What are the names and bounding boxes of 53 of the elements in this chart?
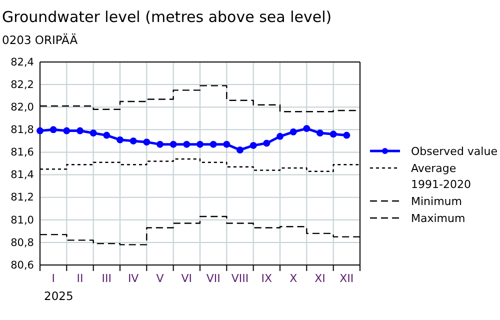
x-tick-label: III — [102, 272, 112, 285]
legend-label: Maximum — [411, 212, 466, 225]
y-tick-label: 80,8 — [10, 236, 34, 249]
point — [196, 140, 204, 148]
y-tick-label: 81,8 — [10, 124, 34, 136]
y-tick-label: 81,2 — [10, 192, 34, 204]
y-tick-label: 80,6 — [10, 259, 34, 272]
legend-label: Observed value — [411, 145, 498, 158]
x-tick-label: VIII — [231, 272, 249, 285]
point — [63, 127, 70, 134]
point — [316, 130, 324, 137]
point — [130, 137, 137, 144]
point — [236, 146, 244, 154]
y-tick-label: 81,0 — [10, 214, 34, 226]
x-tick-label: XI — [314, 272, 326, 285]
x-tick-label: VI — [181, 272, 192, 285]
x-tick-label: II — [76, 272, 84, 285]
point — [116, 136, 124, 144]
y-tick-label: 82,2 — [10, 78, 34, 91]
point — [303, 125, 310, 132]
chart-title: Groundwater level (metres above sea level) — [2, 8, 332, 26]
chart-subtitle: 0203 ORIPÄÄ — [2, 33, 78, 47]
x-tick-label: I — [52, 272, 55, 285]
point — [143, 138, 150, 146]
point — [290, 128, 297, 136]
x-tick-label: IX — [261, 272, 273, 285]
point — [250, 142, 257, 149]
point — [210, 140, 217, 148]
y-tick-label: 82,4 — [10, 56, 34, 68]
point — [156, 140, 164, 148]
point — [343, 132, 350, 139]
x-tick-label: V — [156, 272, 164, 285]
legend-label: Average 1991-2020 — [411, 162, 471, 191]
x-tick-label: IV — [128, 272, 140, 285]
point — [76, 127, 84, 134]
x-tick-label: VII — [206, 272, 220, 285]
x-tick-label: X — [290, 272, 298, 285]
x-tick-label: XII — [340, 272, 354, 285]
point — [330, 130, 337, 138]
point — [276, 132, 284, 140]
point — [263, 140, 270, 147]
y-tick-label: 82,0 — [10, 101, 34, 114]
x-axis-title: 2025 — [44, 289, 74, 303]
point — [103, 132, 110, 139]
legend-label: Minimum — [411, 195, 462, 208]
y-tick-label: 81,6 — [10, 146, 34, 159]
point — [170, 140, 177, 148]
point — [223, 140, 230, 148]
point — [50, 126, 57, 134]
y-tick-label: 81,4 — [10, 169, 34, 182]
point — [183, 140, 190, 148]
point — [36, 127, 44, 134]
point — [90, 130, 97, 137]
